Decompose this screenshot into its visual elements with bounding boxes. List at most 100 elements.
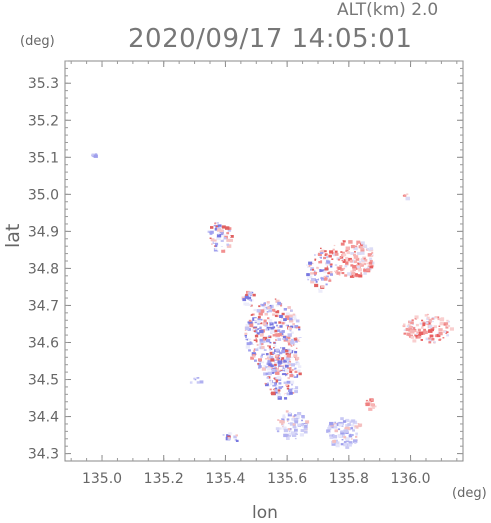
echo-pixel <box>274 379 279 383</box>
echo-pixel <box>356 264 359 266</box>
echo-pixel <box>288 432 293 436</box>
echo-pixel <box>253 308 257 312</box>
echo-pixel <box>282 347 286 350</box>
echo-pixel <box>277 326 280 329</box>
echo-pixel <box>369 247 374 251</box>
echo-pixel <box>257 326 260 329</box>
echo-pixel <box>217 224 222 228</box>
echo-pixel <box>292 367 296 370</box>
echo-pixel <box>419 322 423 325</box>
echo-pixel <box>314 252 317 255</box>
echo-pixel <box>281 350 286 354</box>
echo-pixel <box>314 254 316 256</box>
echo-pixel <box>269 354 271 357</box>
echo-pixel <box>317 252 322 256</box>
echo-pixel <box>353 253 357 257</box>
echo-pixel <box>316 266 319 269</box>
echo-pixel <box>406 332 411 336</box>
echo-pixel <box>248 318 252 321</box>
tick-layer: 135.0 135.2 135.4 135.6 135.8 136.0 34.3 34.4 34… <box>28 60 463 487</box>
echo-pixel <box>258 323 260 325</box>
echo-pixel <box>447 320 450 323</box>
echo-pixel <box>275 333 281 337</box>
echo-pixel <box>344 265 348 268</box>
echo-pixel <box>281 317 283 319</box>
echo-pixel <box>210 238 215 242</box>
echo-pixel <box>428 318 433 322</box>
echo-pixel <box>434 334 439 338</box>
echo-pixel <box>92 155 95 158</box>
echo-pixel <box>316 257 321 261</box>
echo-pixel <box>371 406 375 409</box>
echo-pixel <box>437 318 440 321</box>
echo-pixel <box>275 339 278 341</box>
echo-pixel <box>325 253 328 256</box>
echo-pixel <box>298 380 301 383</box>
echo-pixel <box>258 365 262 368</box>
echo-pixel <box>345 259 350 263</box>
echo-pixel <box>338 271 342 274</box>
echo-pixel <box>294 367 297 370</box>
echo-pixel <box>319 256 322 259</box>
echo-pixel <box>355 245 358 248</box>
echo-pixel <box>431 317 434 320</box>
echo-pixel <box>260 309 265 313</box>
echo-pixel <box>275 371 280 375</box>
echo-pixel <box>262 338 265 341</box>
echo-pixel <box>411 319 414 322</box>
echo-pixel <box>212 226 216 229</box>
echo-pixel <box>291 338 295 342</box>
echo-pixel <box>345 439 350 443</box>
echo-pixel <box>314 274 317 276</box>
echo-pixel <box>329 434 332 437</box>
echo-pixel <box>328 254 332 258</box>
echo-pixel <box>350 252 355 255</box>
echo-pixel <box>214 227 219 231</box>
echo-pixel <box>280 347 282 349</box>
echo-pixel <box>297 337 300 339</box>
echo-pixel <box>292 314 297 319</box>
echo-pixel <box>356 243 358 245</box>
echo-pixel <box>415 323 419 327</box>
echo-pixel <box>259 333 264 337</box>
echo-pixel <box>333 425 338 429</box>
echo-pixel <box>269 379 272 382</box>
echo-pixel <box>360 241 365 245</box>
echo-pixel <box>358 424 362 428</box>
echo-pixel <box>342 420 347 423</box>
echo-pixel <box>355 273 358 276</box>
echo-pixel <box>334 264 338 266</box>
echo-pixel <box>221 225 226 229</box>
echo-pixel <box>291 387 294 390</box>
echo-pixel <box>290 325 294 329</box>
echo-pixel <box>293 337 298 341</box>
echo-pixel <box>323 256 326 260</box>
echo-pixel <box>430 328 434 332</box>
x-tick-label: 136.0 <box>391 471 431 487</box>
echo-pixel <box>293 354 298 358</box>
echo-pixel <box>320 249 325 253</box>
echo-pixel <box>357 423 360 425</box>
echo-pixel <box>273 315 278 320</box>
echo-pixel <box>286 387 290 390</box>
echo-pixel <box>315 281 318 283</box>
echo-pixel <box>287 341 290 343</box>
echo-pixel <box>213 239 217 242</box>
echo-pixel <box>320 285 325 288</box>
echo-pixel <box>287 333 292 337</box>
echo-pixel <box>295 426 298 428</box>
echo-pixel <box>256 320 261 324</box>
echo-pixel <box>346 251 351 255</box>
echo-pixel <box>247 296 252 300</box>
echo-pixel <box>342 251 345 254</box>
echo-pixel <box>308 261 313 265</box>
echo-pixel <box>272 383 277 387</box>
echo-pixel <box>356 240 361 244</box>
echo-pixel <box>255 348 259 351</box>
echo-pixel <box>332 439 336 443</box>
echo-pixel <box>370 261 375 265</box>
echo-pixel <box>352 268 356 272</box>
echo-pixel <box>277 329 281 332</box>
y-tick-label: 35.3 <box>28 76 59 92</box>
echo-pixel <box>299 337 304 341</box>
